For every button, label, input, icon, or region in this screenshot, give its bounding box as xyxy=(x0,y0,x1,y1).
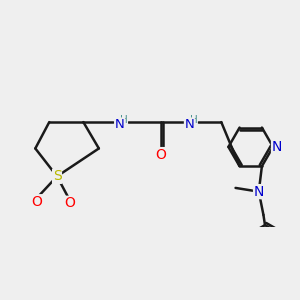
Text: N: N xyxy=(184,118,194,131)
Text: S: S xyxy=(52,169,62,183)
Text: O: O xyxy=(155,148,166,162)
Text: H: H xyxy=(190,115,197,125)
Text: O: O xyxy=(32,195,42,209)
Text: N: N xyxy=(115,118,124,131)
Text: N: N xyxy=(254,184,264,199)
Text: O: O xyxy=(64,196,75,210)
Text: H: H xyxy=(120,115,128,125)
Text: N: N xyxy=(272,140,282,154)
